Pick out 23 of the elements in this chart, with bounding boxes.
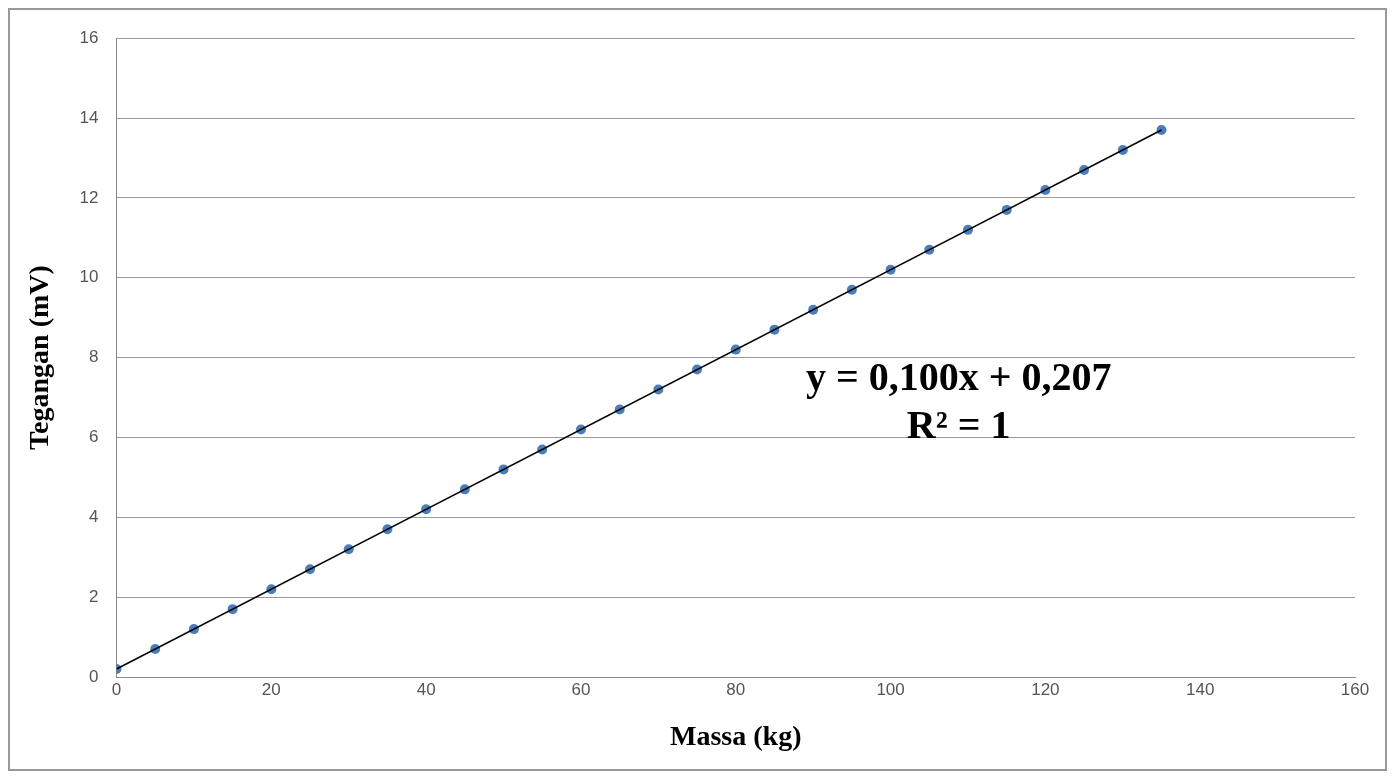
y-tick-label: 12: [79, 187, 99, 207]
y-tick-label: 14: [79, 107, 99, 127]
annotation: y = 0,100x + 0,207: [805, 354, 1112, 400]
x-tick-label: 60: [571, 679, 591, 699]
x-tick-label: 100: [876, 679, 905, 699]
y-tick-label: 16: [79, 27, 99, 47]
y-tick-label: 2: [89, 586, 99, 606]
y-tick-label: 4: [89, 506, 99, 526]
x-tick-label: 20: [261, 679, 281, 699]
x-axis-title: Massa (kg): [670, 720, 802, 752]
x-tick-label: 120: [1031, 679, 1060, 699]
point: [1156, 125, 1167, 136]
x-tick-label: 160: [1340, 679, 1370, 699]
y-axis-title: Tegangan (mV): [23, 265, 55, 451]
x-tick-label: 140: [1186, 679, 1215, 699]
y-tick-label: 10: [79, 267, 99, 287]
x-tick-label: 0: [111, 679, 122, 699]
y-tick-label: 0: [89, 666, 99, 686]
x-tick-label: 40: [416, 679, 436, 699]
annotation: R² = 1: [906, 402, 1011, 448]
y-tick-label: 6: [89, 427, 99, 447]
x-tick-label: 80: [726, 679, 746, 699]
y-tick-label: 8: [89, 347, 99, 367]
